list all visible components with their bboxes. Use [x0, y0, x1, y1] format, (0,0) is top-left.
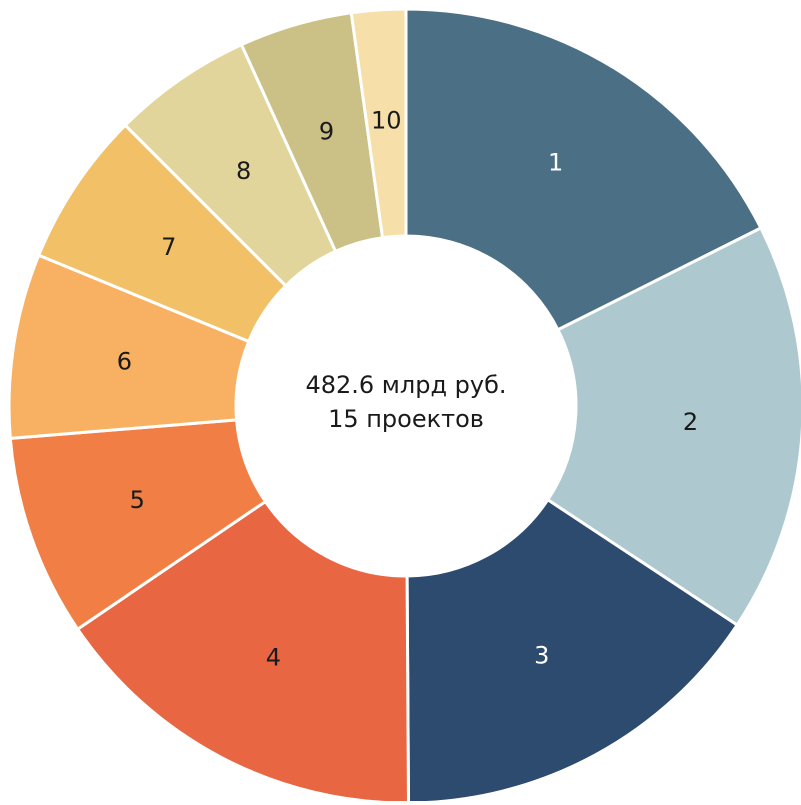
slice-label: 1	[548, 148, 563, 176]
center-total: 482.6 млрд руб.	[305, 371, 506, 399]
slice-label: 5	[130, 486, 145, 514]
slice	[545, 225, 801, 628]
labels: 1 2 3 4 5 6 7 8 9 10	[117, 107, 698, 672]
slice-label: 7	[161, 233, 176, 261]
slice-label: 4	[266, 643, 281, 671]
slice-label: 10	[371, 107, 402, 135]
slice	[404, 7, 763, 332]
slice-label: 9	[319, 117, 334, 145]
slices	[7, 7, 801, 805]
slice-label: 6	[117, 347, 132, 375]
slice	[75, 499, 411, 805]
slice-label: 3	[534, 642, 549, 670]
slice-label: 2	[683, 408, 698, 436]
center-count: 15 проектов	[328, 405, 484, 433]
slice-label: 8	[236, 157, 251, 185]
slice	[349, 7, 408, 240]
